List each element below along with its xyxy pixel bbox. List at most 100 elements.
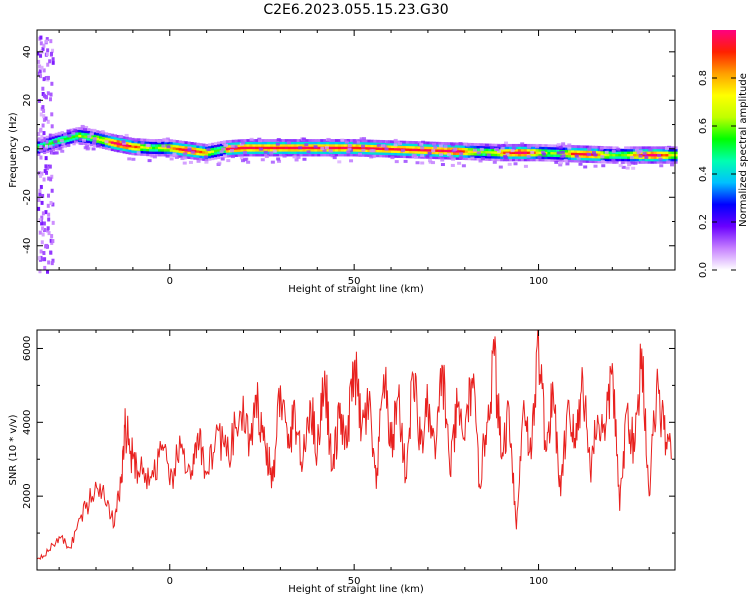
heatmap-cell — [355, 146, 359, 150]
heatmap-cell — [388, 142, 392, 146]
heatmap-cell — [181, 150, 185, 154]
heatmap-cell — [340, 153, 345, 157]
heatmap-cell — [340, 141, 345, 145]
heatmap-cell — [272, 149, 277, 153]
heatmap-cell — [190, 150, 195, 154]
heatmap-cell — [38, 98, 42, 103]
heatmap-cell — [491, 158, 495, 162]
heatmap-cell — [78, 137, 83, 141]
heatmap-cell — [320, 153, 324, 157]
heatmap-cell — [237, 139, 241, 143]
heatmap-cell — [671, 148, 675, 152]
heatmap-cell — [205, 146, 209, 150]
heatmap-cell — [258, 143, 262, 147]
heatmap-cell — [332, 156, 337, 160]
heatmap-cell — [40, 200, 44, 205]
heatmap-cell — [320, 141, 324, 145]
heatmap-cell — [509, 151, 513, 155]
heatmap-cell — [284, 146, 289, 150]
heatmap-cell — [81, 138, 86, 142]
heatmap-cell — [91, 147, 96, 151]
heatmap-cell — [206, 148, 211, 152]
heatmap-cell — [455, 142, 460, 146]
heatmap-cell — [193, 142, 197, 146]
heatmap-cell — [317, 141, 321, 145]
heatmap-cell — [399, 145, 404, 149]
heatmap-cell — [317, 146, 321, 150]
heatmap-cell — [565, 149, 569, 153]
heatmap-cell — [444, 146, 448, 150]
heatmap-cell — [379, 149, 383, 153]
heatmap-cell — [38, 188, 42, 193]
heatmap-cell — [485, 158, 489, 161]
heatmap-cell — [494, 143, 498, 147]
heatmap-cell — [603, 146, 607, 149]
heatmap-cell — [568, 159, 572, 163]
heatmap-cell — [461, 149, 466, 153]
heatmap-cell — [337, 151, 342, 155]
heatmap-cell — [337, 143, 342, 147]
heatmap-cell — [119, 147, 123, 151]
heatmap-cell — [376, 154, 380, 158]
heatmap-cell — [39, 41, 43, 46]
heatmap-cell — [157, 153, 162, 157]
heatmap-cell — [199, 152, 203, 156]
heatmap-cell — [606, 160, 610, 164]
heatmap-cell — [113, 148, 118, 152]
heatmap-cell — [178, 147, 182, 151]
heatmap-cell — [150, 154, 155, 158]
heatmap-cell — [96, 144, 101, 148]
heatmap-cell — [662, 148, 666, 152]
heatmap-cell — [429, 148, 433, 152]
heatmap-cell — [90, 128, 94, 132]
heatmap-cell — [37, 256, 41, 261]
heatmap-cell — [441, 156, 445, 160]
heatmap-cell — [674, 160, 678, 164]
heatmap-cell — [576, 152, 581, 156]
heatmap-cell — [603, 148, 607, 152]
heatmap-cell — [252, 139, 256, 142]
heatmap-cell — [332, 141, 336, 145]
heatmap-cell — [464, 150, 469, 153]
heatmap-cell — [140, 138, 144, 142]
heatmap-cell — [122, 150, 126, 154]
heatmap-cell — [579, 147, 584, 151]
heatmap-cell — [370, 142, 374, 145]
heatmap-cell — [544, 149, 548, 152]
heatmap-cell — [84, 135, 88, 138]
heatmap-cell — [89, 132, 94, 136]
heatmap-cell — [275, 142, 280, 146]
heatmap-cell — [278, 143, 283, 147]
heatmap-cell — [96, 130, 100, 134]
heatmap-cell — [146, 148, 150, 152]
heatmap-cell — [113, 146, 118, 150]
heatmap-cell — [455, 154, 460, 158]
heatmap-cell — [311, 139, 315, 142]
heatmap-cell — [420, 161, 425, 165]
spectrogram-y-tick-label: 0 — [22, 146, 33, 152]
heatmap-cell — [193, 152, 197, 155]
spectrogram-x-tick-label: 0 — [167, 276, 173, 287]
heatmap-cell — [337, 153, 342, 157]
heatmap-cell — [488, 155, 492, 159]
heatmap-cell — [143, 138, 147, 142]
heatmap-cell — [39, 155, 43, 160]
heatmap-cell — [641, 148, 646, 152]
heatmap-cell — [665, 156, 669, 159]
heatmap-cell — [320, 143, 324, 147]
heatmap-cell — [169, 153, 174, 157]
heatmap-cell — [270, 143, 274, 147]
figure-title: C2E6.2023.055.15.23.G30 — [263, 2, 448, 18]
colorbar-ticks: 0.00.20.40.60.8 — [698, 70, 736, 278]
heatmap-cell — [656, 148, 660, 152]
heatmap-cell — [440, 163, 445, 167]
heatmap-cell — [187, 146, 192, 150]
heatmap-cell — [396, 140, 401, 144]
heatmap-cell — [400, 149, 405, 153]
heatmap-cell — [255, 139, 259, 142]
heatmap-cell — [355, 144, 359, 147]
heatmap-cell — [579, 152, 584, 156]
heatmap-cell — [396, 145, 401, 149]
heatmap-cell — [579, 145, 584, 149]
heatmap-cell — [45, 150, 50, 154]
